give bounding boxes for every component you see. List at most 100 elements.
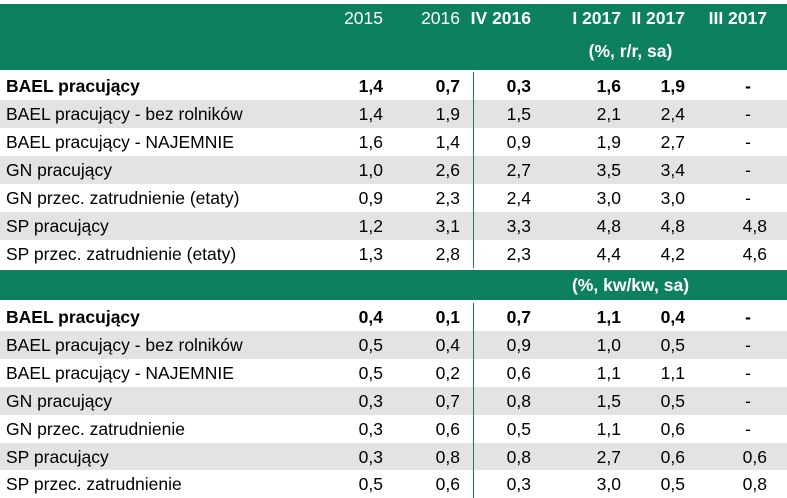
row-label: GN pracujący [6, 390, 113, 411]
cell-2015: 0,5 [358, 362, 383, 383]
cell-i-2017: 2,1 [596, 103, 621, 124]
cell-i-2017: 1,1 [596, 418, 621, 439]
cell-2016: 0,1 [435, 306, 460, 327]
cell-iv-2016: 0,8 [506, 390, 531, 411]
cell-2016: 0,4 [435, 334, 460, 355]
cell-2015: 0,5 [358, 334, 383, 355]
cell-i-2017: 3,0 [596, 473, 621, 494]
unit-row-yoy: (%, r/r, sa) [0, 32, 787, 70]
cell-ii-2017: 1,1 [660, 362, 685, 383]
cell-iii-2017: - [745, 306, 751, 327]
cell-ii-2017: 0,6 [660, 418, 685, 439]
cell-iv-2016: 2,7 [506, 159, 531, 180]
cell-iv-2016: 0,3 [506, 473, 531, 494]
cell-2016: 0,7 [435, 390, 460, 411]
cell-iv-2016: 0,9 [506, 334, 531, 355]
cell-i-2017: 1,1 [596, 306, 621, 327]
cell-iv-2016: 0,6 [506, 362, 531, 383]
cell-2015: 1,0 [358, 159, 383, 180]
row-label: BAEL pracujący - NAJEMNIE [6, 131, 234, 152]
col-header-ii-2017: II 2017 [631, 7, 685, 28]
cell-i-2017: 1,6 [596, 75, 621, 96]
cell-iii-2017: - [745, 334, 751, 355]
table-row: BAEL pracujący - bez rolników 1,4 1,9 1,… [0, 100, 787, 128]
cell-2016: 0,7 [435, 75, 460, 96]
column-divider [473, 303, 474, 498]
cell-iii-2017: - [745, 418, 751, 439]
cell-2016: 2,8 [435, 243, 460, 264]
cell-iii-2017: - [745, 187, 751, 208]
cell-2015: 0,5 [358, 473, 383, 494]
cell-2016: 0,2 [435, 362, 460, 383]
cell-ii-2017: 0,5 [660, 334, 685, 355]
cell-iii-2017: 0,8 [742, 473, 767, 494]
row-label: SP pracujący [6, 446, 109, 467]
table-row: BAEL pracujący - bez rolników 0,5 0,4 0,… [0, 331, 787, 359]
cell-iii-2017: - [745, 75, 751, 96]
cell-ii-2017: 4,2 [660, 243, 685, 264]
cell-2016: 0,8 [435, 446, 460, 467]
cell-iii-2017: - [745, 131, 751, 152]
cell-2015: 1,4 [358, 103, 383, 124]
col-header-iv-2016: IV 2016 [470, 7, 531, 28]
cell-2015: 1,4 [358, 75, 383, 96]
cell-2015: 0,3 [358, 418, 383, 439]
cell-ii-2017: 3,0 [660, 187, 685, 208]
cell-2016: 3,1 [435, 215, 460, 236]
table-row: SP pracujący 1,2 3,1 3,3 4,8 4,8 4,8 [0, 212, 787, 240]
cell-ii-2017: 0,5 [660, 390, 685, 411]
col-header-iii-2017: III 2017 [708, 7, 767, 28]
column-divider [473, 72, 474, 268]
cell-2015: 1,2 [358, 215, 383, 236]
row-label: GN pracujący [6, 159, 113, 180]
cell-ii-2017: 0,4 [660, 306, 685, 327]
cell-ii-2017: 0,5 [660, 473, 685, 494]
cell-ii-2017: 3,4 [660, 159, 685, 180]
unit-label-yoy: (%, r/r, sa) [588, 40, 673, 61]
cell-i-2017: 2,7 [596, 446, 621, 467]
cell-i-2017: 4,4 [596, 243, 621, 264]
cell-ii-2017: 2,4 [660, 103, 685, 124]
cell-iv-2016: 0,8 [506, 446, 531, 467]
cell-iii-2017: 4,6 [742, 243, 767, 264]
cell-2016: 1,4 [435, 131, 460, 152]
row-label: SP przec. zatrudnienie (etaty) [6, 243, 237, 264]
cell-iv-2016: 0,3 [506, 75, 531, 96]
cell-2015: 0,4 [358, 306, 383, 327]
cell-iv-2016: 0,5 [506, 418, 531, 439]
row-label: BAEL pracujący - bez rolników [6, 103, 243, 124]
row-label: BAEL pracujący [6, 306, 140, 327]
cell-i-2017: 3,0 [596, 187, 621, 208]
cell-iv-2016: 3,3 [506, 215, 531, 236]
unit-label-qoq: (%, kw/kw, sa) [571, 274, 690, 295]
cell-iv-2016: 2,4 [506, 187, 531, 208]
cell-iii-2017: - [745, 390, 751, 411]
table-row: BAEL pracujący - NAJEMNIE 1,6 1,4 0,9 1,… [0, 128, 787, 156]
row-label: BAEL pracujący - bez rolników [6, 334, 243, 355]
cell-2015: 0,9 [358, 187, 383, 208]
col-header-2015: 2015 [344, 7, 383, 28]
table-row: GN przec. zatrudnienie 0,3 0,6 0,5 1,1 0… [0, 415, 787, 443]
cell-i-2017: 1,0 [596, 334, 621, 355]
row-label: BAEL pracujący [6, 75, 140, 96]
cell-i-2017: 3,5 [596, 159, 621, 180]
table-row: GN pracujący 0,3 0,7 0,8 1,5 0,5 - [0, 387, 787, 415]
cell-i-2017: 1,9 [596, 131, 621, 152]
cell-ii-2017: 1,9 [660, 75, 685, 96]
cell-2016: 0,6 [435, 418, 460, 439]
cell-iv-2016: 0,7 [506, 306, 531, 327]
cell-2016: 2,6 [435, 159, 460, 180]
cell-iii-2017: - [745, 159, 751, 180]
unit-row-qoq: (%, kw/kw, sa) [0, 270, 787, 300]
col-header-2016: 2016 [421, 7, 460, 28]
cell-iii-2017: - [745, 362, 751, 383]
cell-i-2017: 1,1 [596, 362, 621, 383]
table-row: GN pracujący 1,0 2,6 2,7 3,5 3,4 - [0, 156, 787, 184]
cell-2016: 1,9 [435, 103, 460, 124]
row-label: GN przec. zatrudnienie (etaty) [6, 187, 240, 208]
row-label: GN przec. zatrudnienie [6, 418, 185, 439]
table-row: GN przec. zatrudnienie (etaty) 0,9 2,3 2… [0, 184, 787, 212]
table-row: SP przec. zatrudnienie (etaty) 1,3 2,8 2… [0, 240, 787, 268]
cell-2015: 1,6 [358, 131, 383, 152]
cell-iii-2017: 0,6 [742, 446, 767, 467]
